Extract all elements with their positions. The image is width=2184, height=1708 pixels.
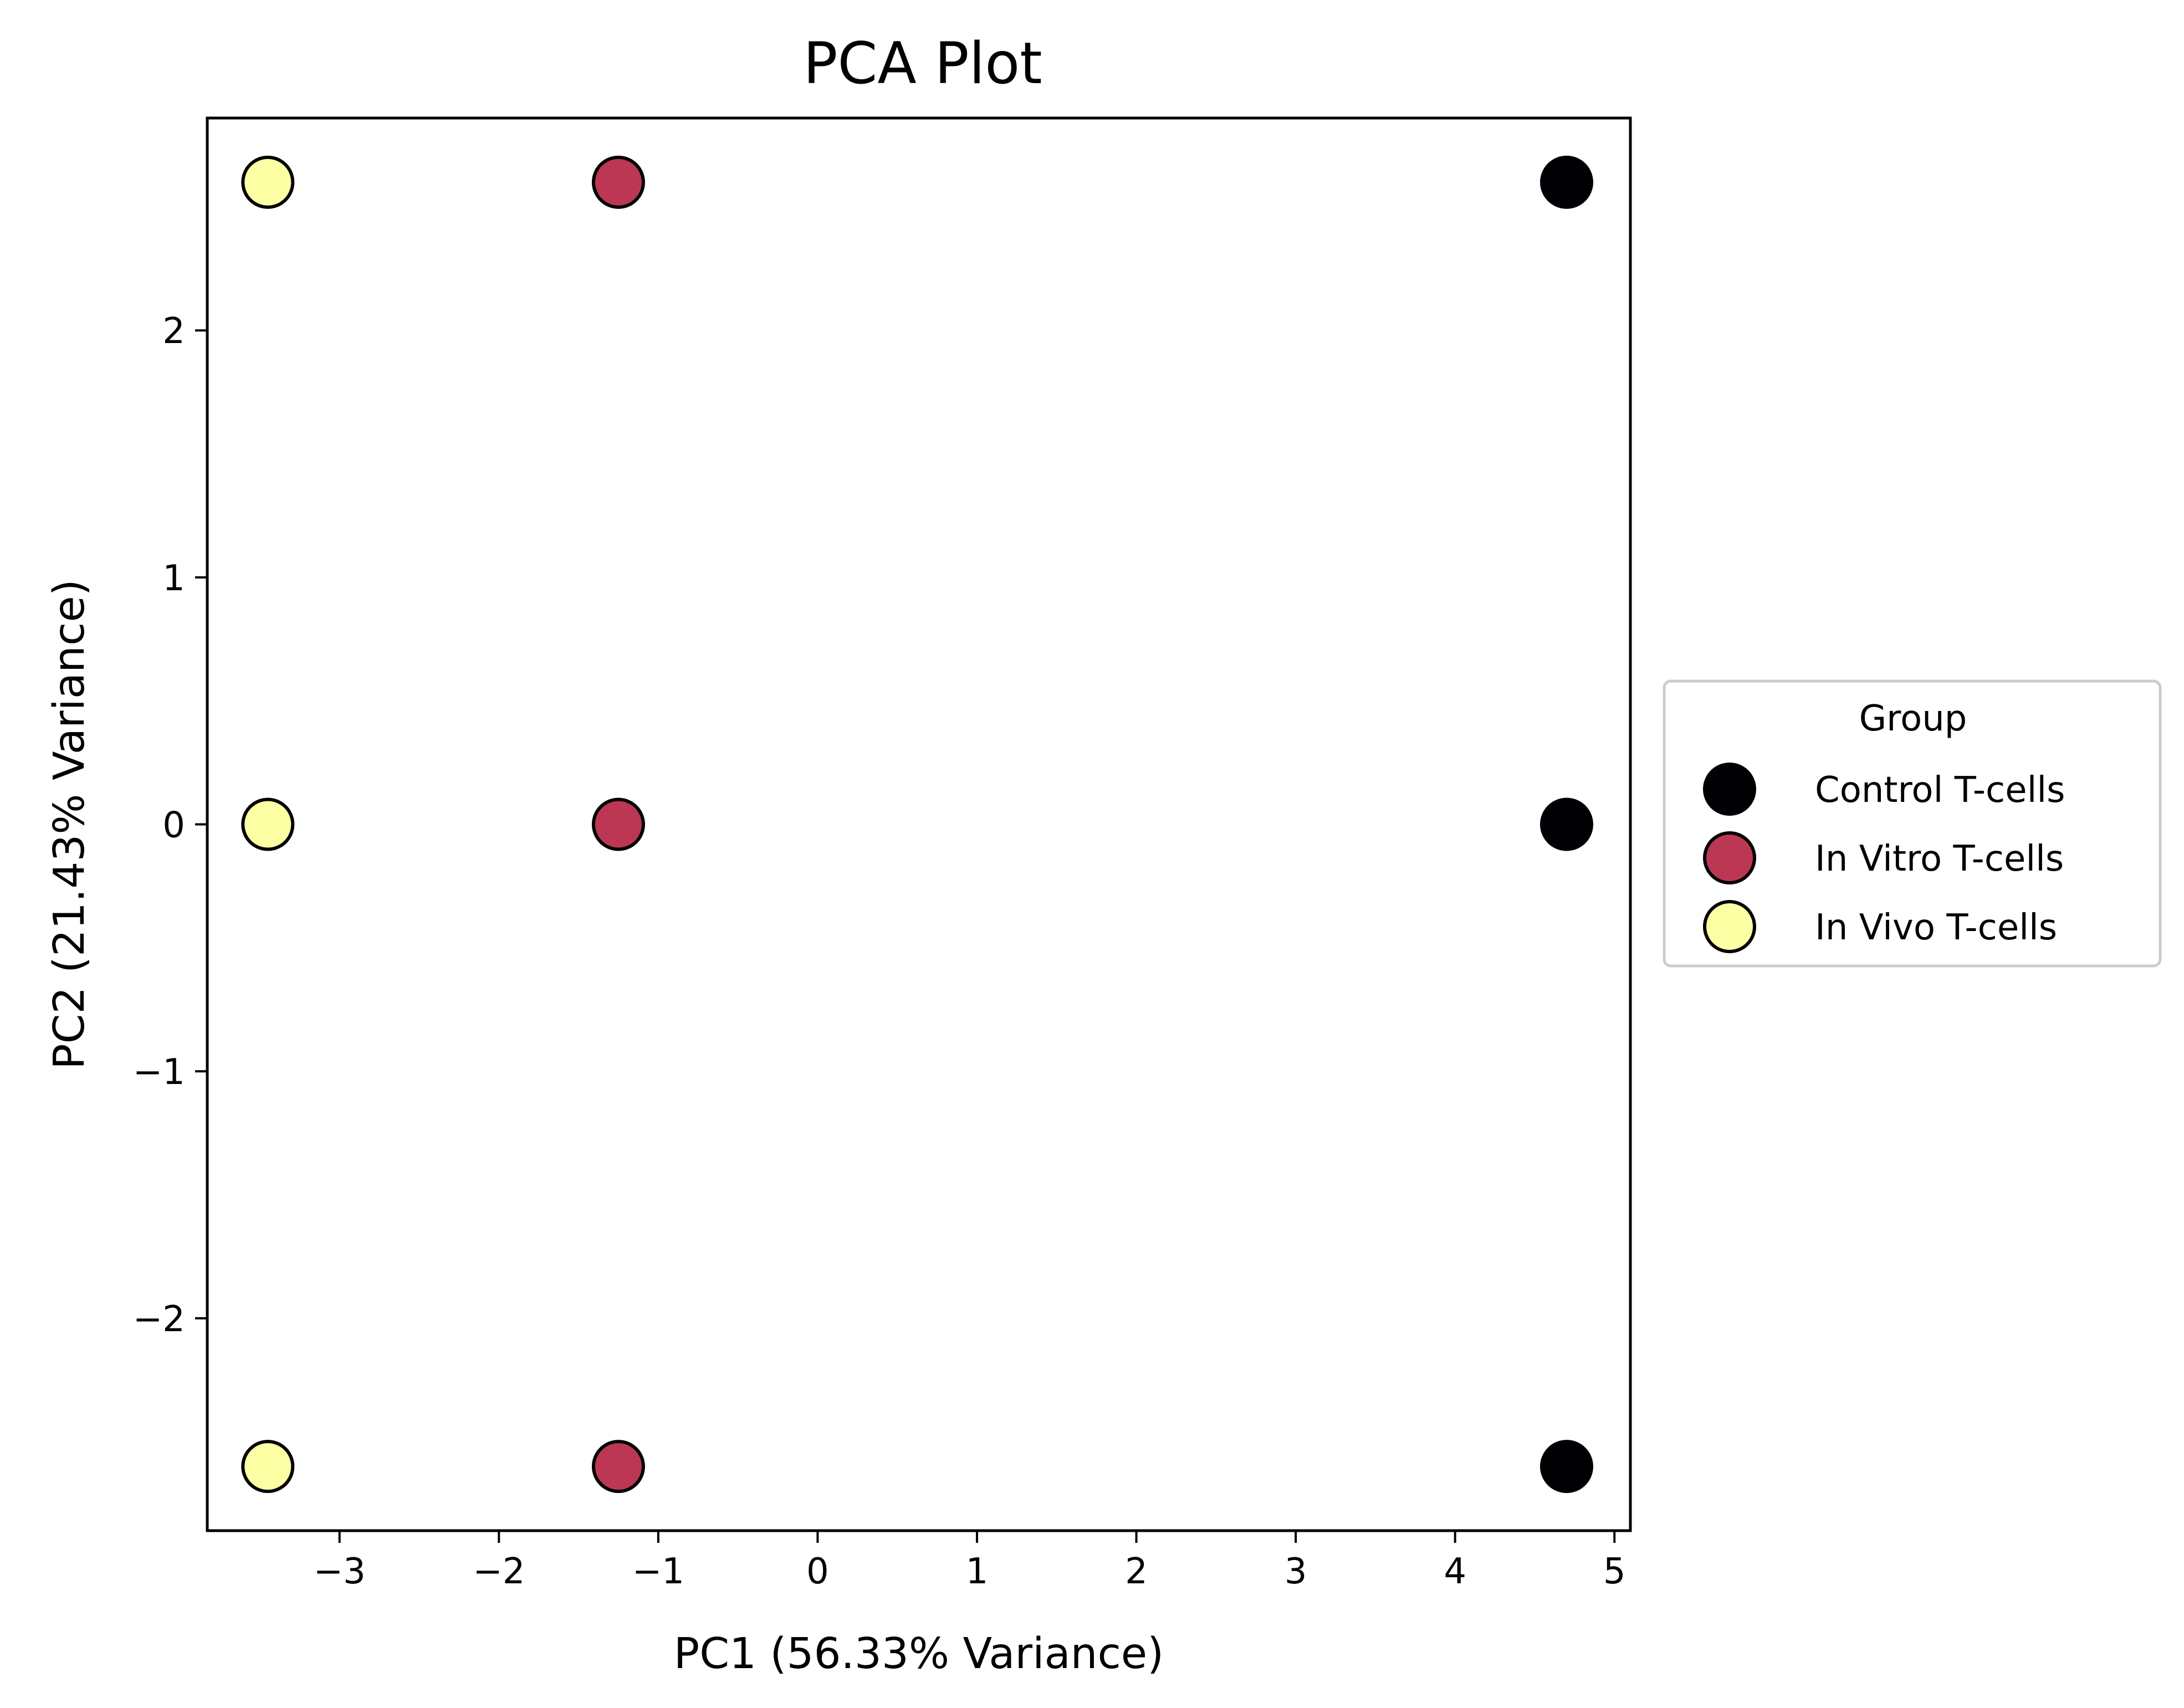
y-tick-label: 2 <box>162 311 185 352</box>
x-tick-label: 3 <box>1285 1551 1307 1592</box>
y-axis-ticks: −2 −1 0 1 2 <box>133 311 207 1340</box>
legend-marker <box>1703 831 1756 884</box>
legend-title: Group <box>1859 698 1967 739</box>
legend-marker <box>1703 900 1756 953</box>
scatter-point <box>241 1440 295 1494</box>
plot-area <box>241 155 1593 1494</box>
y-axis-label: PC2 (21.43% Variance) <box>45 579 94 1069</box>
legend-items: Control T-cells In Vitro T-cells In Vivo T… <box>1703 763 2065 953</box>
scatter-point <box>591 1440 645 1494</box>
scatter-point <box>1539 155 1593 209</box>
legend-box <box>1663 679 2162 968</box>
x-tick-label: 2 <box>1125 1551 1148 1592</box>
scatter-point <box>241 797 295 851</box>
y-tick-label: −1 <box>133 1052 185 1093</box>
x-tick-label: 5 <box>1603 1551 1626 1592</box>
scatter-point <box>591 797 645 851</box>
x-axis-ticks: −3 −2 −1 0 1 2 3 4 5 <box>314 1531 1626 1592</box>
x-tick-label: 0 <box>806 1551 829 1592</box>
x-axis-label: PC1 (56.33% Variance) <box>674 1629 1164 1679</box>
scatter-point <box>1539 1440 1593 1494</box>
y-tick-label: 1 <box>162 558 185 599</box>
legend-label: Control T-cells <box>1815 770 2065 811</box>
scatter-point <box>241 155 295 209</box>
legend-marker <box>1703 763 1756 816</box>
y-tick-label: 0 <box>162 805 185 846</box>
scatter-point <box>1539 797 1593 851</box>
scatter-point <box>591 155 645 209</box>
y-tick-label: −2 <box>133 1299 185 1340</box>
x-tick-label: 4 <box>1444 1551 1466 1592</box>
chart-title: PCA Plot <box>803 30 1042 97</box>
legend-label: In Vitro T-cells <box>1815 838 2064 879</box>
x-tick-label: −2 <box>473 1551 525 1592</box>
plot-frame <box>206 116 1632 1532</box>
x-tick-label: 1 <box>966 1551 989 1592</box>
legend-label: In Vivo T-cells <box>1815 907 2057 948</box>
legend: Group Control T-cells In Vitro T-cells In … <box>1663 679 2162 968</box>
x-tick-label: −1 <box>632 1551 684 1592</box>
x-tick-label: −3 <box>314 1551 366 1592</box>
